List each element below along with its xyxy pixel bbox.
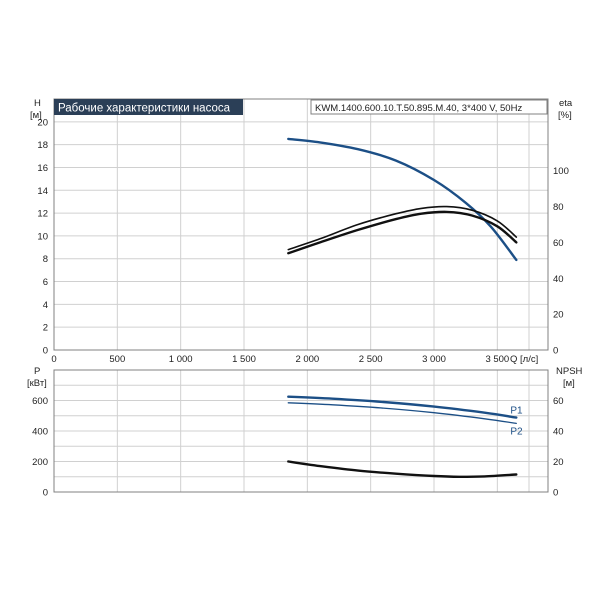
top-right-tick-label: 40: [553, 274, 564, 285]
x-tick-label: 0: [51, 354, 56, 365]
bottom-chart-frame: [53, 369, 549, 493]
power-p2-curve: [287, 402, 517, 425]
bottom-left-tick-label: 400: [32, 427, 48, 438]
x-tick-label: 500: [109, 354, 125, 365]
bottom-left-axis-unit: [кВт]: [27, 378, 47, 389]
top-left-tick-label: 8: [43, 254, 48, 265]
top-left-tick-label: 2: [43, 323, 48, 334]
npsh-curve: [287, 460, 518, 479]
chart-title-box: [54, 99, 243, 115]
top-left-tick-label: 10: [37, 231, 48, 242]
head-curve: [287, 137, 518, 262]
top-left-tick-label: 20: [37, 117, 48, 128]
top-right-tick-label: 20: [553, 310, 564, 321]
x-tick-label: 3 000: [422, 354, 446, 365]
top-chart-frame: [53, 98, 549, 351]
top-left-axis-label: H: [34, 98, 41, 109]
bottom-right-tick-label: 0: [553, 488, 558, 499]
bottom-left-tick-label: 600: [32, 396, 48, 407]
series-label-p2: P2: [510, 426, 523, 437]
top-left-tick-label: 14: [37, 186, 48, 197]
x-tick-label: 1 500: [232, 354, 256, 365]
top-right-tick-label: 100: [553, 166, 569, 177]
x-axis-label: Q [л/с]: [510, 354, 538, 365]
top-right-tick-label: 60: [553, 238, 564, 249]
top-right-tick-label: 0: [553, 346, 558, 357]
bottom-right-axis-label: NPSH: [556, 366, 583, 377]
top-left-tick-label: 0: [43, 346, 48, 357]
bottom-chart-grid: [53, 369, 548, 493]
top-right-axis-unit: [%]: [558, 110, 572, 121]
top-chart-grid: [53, 98, 548, 351]
bottom-right-axis-unit: [м]: [563, 378, 575, 389]
bottom-left-tick-label: 0: [43, 488, 48, 499]
bottom-right-tick-label: 40: [553, 427, 564, 438]
series-label-p1: P1: [510, 406, 523, 417]
top-right-tick-label: 80: [553, 202, 564, 213]
model-label-box: [310, 99, 548, 115]
chart-title: Рабочие характеристики насоса: [58, 103, 231, 115]
top-left-axis-unit: [м]: [30, 110, 42, 121]
power-p1-curve: [287, 395, 518, 419]
bottom-chart-series: P1 P2: [287, 395, 523, 479]
bottom-right-tick-label: 20: [553, 457, 564, 468]
x-tick-label: 2 500: [359, 354, 383, 365]
top-left-tick-label: 16: [37, 163, 48, 174]
bottom-left-axis-label: P: [34, 366, 40, 377]
model-label: KWM.1400.600.10.T.50.895.M.40, 3*400 V, …: [315, 103, 522, 114]
efficiency-curve-2: [287, 210, 518, 255]
top-left-tick-label: 6: [43, 277, 48, 288]
bottom-left-tick-label: 200: [32, 457, 48, 468]
bottom-chart-ticks: 0 200 400 600 0 20 40 60: [32, 396, 563, 499]
x-tick-label: 2 000: [295, 354, 319, 365]
x-tick-label: 3 500: [485, 354, 509, 365]
top-left-tick-label: 18: [37, 140, 48, 151]
top-right-axis-label: eta: [559, 98, 573, 109]
top-left-tick-label: 4: [43, 300, 48, 311]
x-tick-label: 1 000: [169, 354, 193, 365]
top-chart-series: [287, 137, 518, 262]
efficiency-curve-1: [287, 205, 518, 251]
bottom-right-tick-label: 60: [553, 396, 564, 407]
top-left-tick-label: 12: [37, 209, 48, 220]
top-chart-ticks: 0 500 1 000 1 500 2 000 2 500 3 000 3 500 0 2 4 6 8 1…: [37, 117, 568, 365]
